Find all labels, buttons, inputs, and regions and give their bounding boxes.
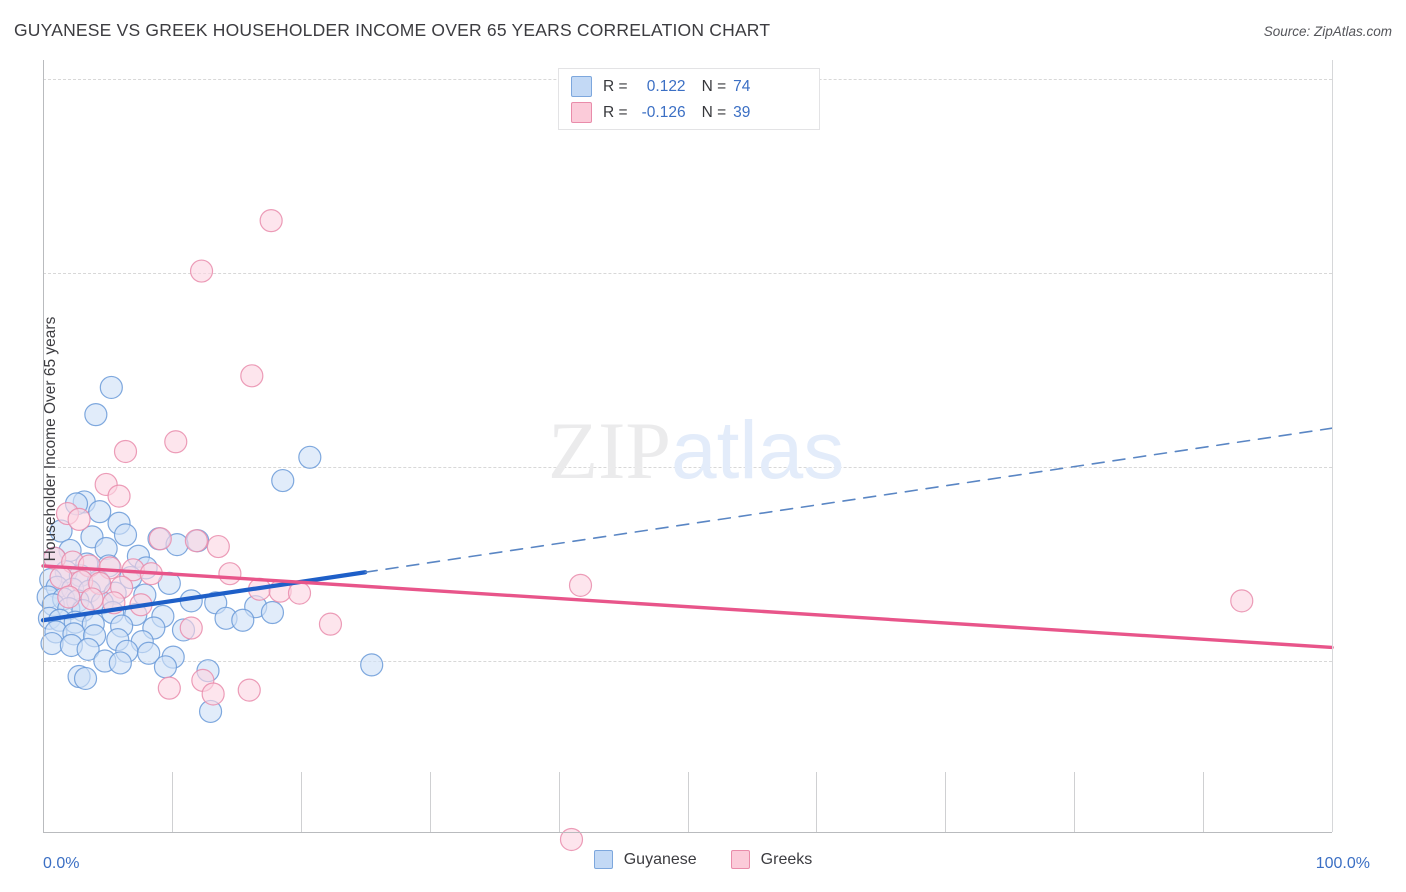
x-axis-max-label: 100.0%	[1315, 855, 1370, 872]
scatter-point	[360, 653, 384, 677]
x-tick	[945, 772, 947, 832]
trendline-guyanese-solid	[40, 570, 368, 623]
scatter-point	[201, 682, 225, 706]
scatter-point	[108, 651, 132, 675]
scatter-point	[153, 655, 178, 679]
correlation-legend: R = 0.122 N = 74 R = -0.126 N = 39	[558, 68, 820, 130]
scatter-point	[184, 529, 208, 553]
scatter-point	[99, 375, 123, 400]
x-tick	[687, 772, 689, 832]
y-tick-label-150000: $150,000	[1340, 283, 1406, 301]
series-legend: Guyanese Greeks	[0, 850, 1406, 869]
series-swatch-greeks	[730, 850, 750, 869]
series-swatch-guyanese	[593, 850, 613, 869]
scatter-point	[206, 534, 230, 559]
scatter-point	[164, 430, 188, 454]
scatter-point	[260, 600, 285, 625]
scatter-point	[240, 364, 264, 388]
y-tick-label-100000: $100,000	[1340, 477, 1406, 495]
series-legend-item-greeks[interactable]: Greeks	[730, 850, 813, 869]
legend-r-label-pink: R =	[603, 103, 628, 121]
trendline-guyanese-dashed	[364, 427, 1333, 574]
x-tick	[558, 772, 560, 832]
scatter-point	[67, 507, 91, 531]
scatter-point	[148, 527, 172, 551]
x-tick	[171, 772, 173, 832]
scatter-point	[259, 209, 283, 233]
y-axis-line	[43, 60, 44, 832]
x-axis-min-label: 0.0%	[43, 855, 80, 872]
legend-r-value-blue: 0.122	[646, 77, 686, 95]
scatter-point	[113, 523, 138, 547]
scatter-point	[80, 587, 104, 611]
legend-row-greeks: R = -0.126 N = 39	[571, 100, 750, 125]
legend-swatch-greeks	[571, 102, 592, 123]
gridline-150000	[43, 273, 1332, 274]
x-tick	[816, 772, 818, 832]
scatter-point	[231, 608, 255, 632]
gridline-50000	[43, 661, 1332, 662]
scatter-point	[107, 484, 131, 508]
scatter-point	[568, 573, 593, 597]
plot-area: $200,000 $150,000 $100,000 $50,000 ZIPat…	[36, 60, 1370, 872]
scatter-point	[298, 445, 322, 469]
scatter-point	[237, 678, 261, 702]
scatter-point	[559, 827, 584, 852]
scatter-point	[57, 585, 81, 609]
scatter-point	[157, 676, 181, 700]
scatter-point	[113, 439, 138, 464]
series-label-guyanese: Guyanese	[623, 850, 697, 868]
scatter-point	[84, 403, 108, 427]
page-title: GUYANESE VS GREEK HOUSEHOLDER INCOME OVE…	[14, 20, 771, 40]
y-axis-title: Householder Income Over 65 years	[42, 316, 59, 562]
legend-swatch-guyanese	[571, 76, 592, 97]
legend-n-value-blue: 74	[733, 77, 751, 95]
scatter-point	[88, 500, 112, 524]
scatter-point	[218, 562, 242, 586]
y-tick-label-50000: $50,000	[1340, 671, 1406, 689]
scatter-point	[318, 612, 343, 636]
scatter-layer	[36, 209, 1334, 852]
scatter-point	[1230, 589, 1254, 613]
scatter-point	[73, 666, 98, 691]
x-tick	[1074, 772, 1076, 832]
scatter-point	[137, 641, 161, 665]
legend-r-label-blue: R =	[603, 77, 628, 95]
x-axis-line	[43, 832, 1332, 833]
right-axis-line	[1332, 60, 1333, 832]
scatter-point	[189, 259, 214, 283]
x-tick	[300, 772, 302, 832]
trendline-greeks	[41, 564, 1334, 650]
series-legend-item-guyanese[interactable]: Guyanese	[593, 850, 697, 869]
x-tick	[429, 772, 431, 832]
legend-n-label-blue: N =	[701, 77, 727, 95]
legend-r-value-pink: -0.126	[641, 103, 686, 121]
x-tick	[1203, 772, 1205, 832]
legend-n-value-pink: 39	[733, 103, 751, 121]
gridline-100000	[43, 467, 1332, 468]
source-attribution: Source: ZipAtlas.com	[1263, 24, 1392, 39]
legend-n-label-pink: N =	[701, 103, 727, 121]
scatter-point	[76, 637, 100, 661]
y-tick-label-200000: $200,000	[1340, 89, 1406, 107]
series-label-greeks: Greeks	[760, 850, 813, 868]
scatter-point	[179, 616, 203, 640]
scatter-point	[287, 581, 312, 605]
legend-row-guyanese: R = 0.122 N = 74	[571, 74, 750, 99]
scatter-point	[271, 468, 295, 493]
